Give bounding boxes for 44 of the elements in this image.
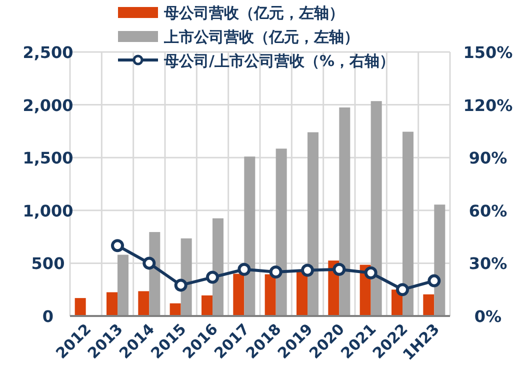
point [332, 262, 346, 276]
bar [138, 291, 150, 316]
bar [402, 132, 414, 316]
y2-tick-label: 150% [463, 43, 513, 62]
y2-tick-label: 0% [474, 307, 502, 326]
legend-label: 上市公司营收（亿元，左轴） [163, 28, 359, 46]
bar [264, 274, 276, 316]
bar [212, 218, 224, 316]
y-tick-label: 1,500 [22, 148, 74, 168]
bar [339, 107, 350, 316]
point [269, 266, 282, 278]
bar [244, 156, 256, 316]
bar [202, 295, 212, 316]
point [364, 266, 378, 280]
legend-label: 母公司营收（亿元，左轴） [163, 4, 344, 22]
y2-tick-label: 90% [468, 148, 508, 168]
point [174, 278, 188, 292]
point [142, 256, 156, 270]
y-tick-label: 0 [42, 307, 54, 326]
y-tick-label: 500 [31, 254, 65, 274]
point [238, 262, 251, 276]
y-tick-label: 2,500 [22, 43, 74, 62]
y2-tick-label: 60% [468, 201, 508, 220]
bar [233, 274, 244, 316]
bar [106, 292, 118, 316]
bar [370, 101, 382, 316]
bar [434, 204, 446, 316]
y-tick-label: 2,000 [22, 96, 74, 115]
bar [423, 294, 434, 316]
y2-tick-label: 120% [463, 96, 513, 115]
bar [118, 254, 128, 316]
bar [170, 303, 181, 316]
bar [74, 298, 86, 316]
y-tick-label: 1,000 [22, 201, 74, 220]
bar [276, 148, 287, 316]
point [111, 239, 124, 252]
bar [308, 132, 318, 316]
legend-label: 母公司/上市公司营收（%，右轴） [163, 52, 395, 70]
point [396, 283, 409, 296]
point [301, 264, 314, 277]
bar [296, 270, 308, 316]
point [206, 270, 219, 284]
point [428, 274, 441, 288]
y2-tick-label: 30% [468, 254, 508, 274]
